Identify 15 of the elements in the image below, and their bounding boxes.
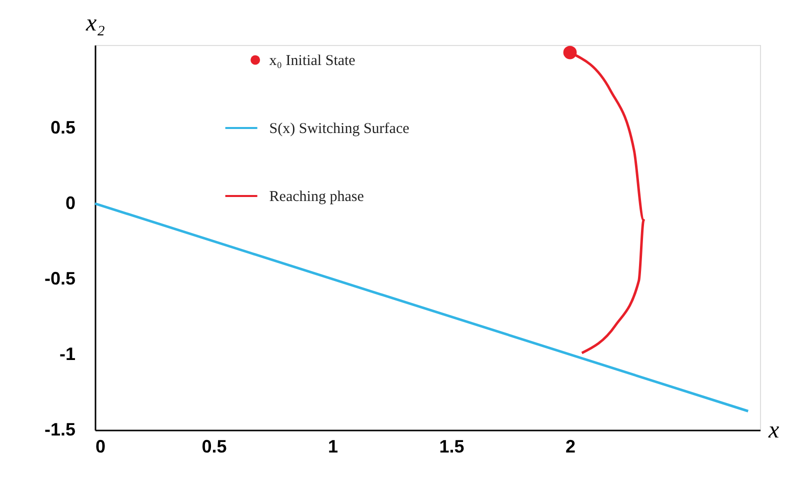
x-tick-label: 1.5: [439, 436, 464, 456]
legend-label: S(x) Switching Surface: [269, 121, 410, 137]
y-tick-label: 0.5: [50, 118, 76, 138]
x-tick-label: 0.5: [202, 436, 227, 456]
x-tick-label: 0: [96, 436, 106, 456]
legend-label: Reaching phase: [269, 189, 364, 205]
y-tick-label: 0: [65, 193, 76, 214]
legend-label: x₀ Initial State: [269, 53, 356, 69]
y-tick-label: -1: [59, 344, 76, 364]
y-tick-label: -1.5: [44, 420, 76, 440]
y-axis-title: x₂: [85, 10, 105, 36]
x-axis-title: x: [768, 418, 780, 444]
y-tick-label: -0.5: [44, 268, 76, 289]
x-tick-label: 1: [328, 436, 338, 456]
x-tick-label: 2: [565, 436, 576, 456]
